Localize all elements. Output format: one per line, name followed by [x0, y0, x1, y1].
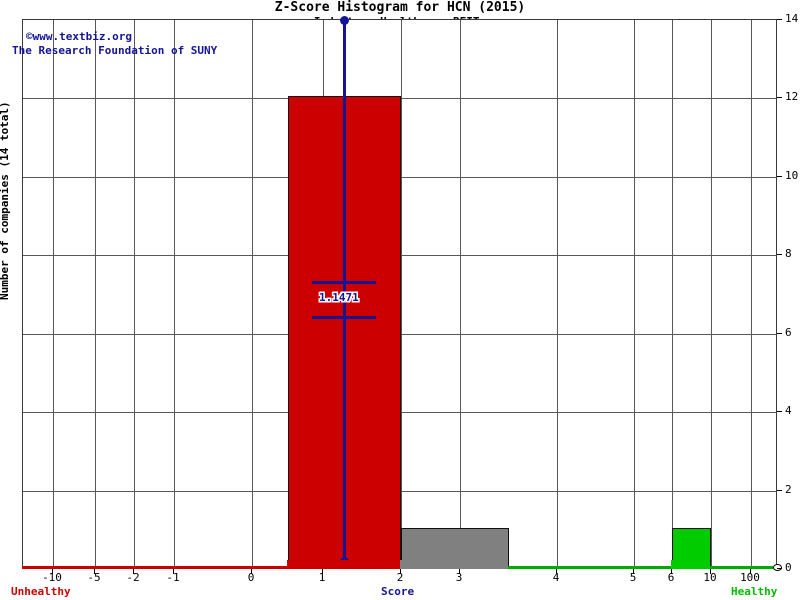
y-axis-tick-mark	[777, 568, 782, 569]
vertical-gridline	[634, 20, 635, 567]
y-axis-tick-label: 8	[785, 247, 792, 261]
whisker-top	[312, 280, 376, 284]
vertical-gridline	[672, 20, 673, 567]
watermark-line-2: The Research Foundation of SUNY	[12, 44, 218, 57]
healthy-label: Healthy	[731, 585, 778, 598]
vertical-gridline	[134, 20, 135, 567]
x-axis-tick-mark	[633, 569, 634, 574]
x-axis-tick-label: 2	[396, 571, 404, 584]
watermark-line-1: ©www.textbiz.org	[26, 30, 132, 43]
axis-strip-unhealthy-thick	[286, 560, 400, 569]
x-axis-tick-label: 3	[455, 571, 463, 584]
x-axis-tick-label: 10	[703, 571, 717, 584]
whisker-bottom	[312, 316, 376, 320]
x-axis-tick-mark	[251, 569, 252, 574]
y-axis-tick-label: 14	[785, 12, 799, 25]
x-axis-tick-mark	[556, 569, 557, 574]
x-axis-tick-label: -1	[166, 571, 180, 584]
vertical-gridline	[252, 20, 253, 567]
plot-area: 1.1471	[22, 15, 777, 568]
chart-title: Z-Score Histogram for HCN (2015)	[274, 0, 526, 15]
y-axis-tick-label: 12	[785, 90, 799, 104]
mean-marker-dot-top	[339, 15, 349, 25]
vertical-gridline	[751, 20, 752, 567]
y-axis-tick-label: 0	[785, 561, 792, 574]
vertical-gridline	[174, 20, 175, 567]
vertical-gridline	[460, 20, 461, 567]
mean-marker-line	[343, 20, 346, 562]
x-axis-tick-label: -2	[126, 571, 140, 584]
x-axis-tick-label: 5	[629, 571, 637, 584]
x-axis-tick-mark	[173, 569, 174, 574]
x-axis-tick-label: -5	[87, 571, 101, 584]
x-axis-tick-label: -10	[42, 571, 62, 584]
y-axis-tick-mark	[777, 332, 782, 334]
vertical-gridline	[95, 20, 96, 567]
vertical-gridline	[711, 20, 712, 567]
axis-strip-healthy-thin-left	[507, 566, 671, 569]
y-axis-tick-label: 10	[785, 168, 799, 182]
x-axis-tick-mark	[322, 569, 323, 574]
x-axis-tick-label: 4	[552, 571, 560, 584]
y-axis-tick-mark	[777, 19, 782, 20]
y-axis-tick-mark	[777, 97, 782, 99]
x-axis-tick-label: 0	[247, 571, 255, 584]
y-axis-tick-mark	[777, 254, 782, 256]
axis-strip-unhealthy-thin	[22, 566, 287, 569]
x-axis-tick-mark	[459, 569, 460, 574]
y-axis-tick-label: 6	[785, 325, 792, 339]
y-axis-tick-label: 4	[785, 404, 792, 418]
vertical-gridline	[557, 20, 558, 567]
x-axis-tick-label: 1	[318, 571, 326, 584]
x-axis-tick-mark	[671, 569, 672, 574]
x-axis-tick-label: 6	[667, 571, 675, 584]
x-axis-tick-mark	[52, 569, 53, 574]
unhealthy-label: Unhealthy	[11, 585, 71, 598]
mean-value-label: 1.1471	[319, 291, 359, 305]
vertical-gridline	[401, 20, 402, 567]
axis-strip-healthy-thick	[671, 560, 710, 569]
x-axis-tick-mark	[133, 569, 134, 574]
x-axis-tick-mark	[750, 569, 751, 574]
axis-infinity-marker	[773, 564, 782, 571]
y-axis-tick-label: 2	[785, 482, 792, 496]
y-axis-label: Number of companies (14 total)	[0, 101, 11, 300]
y-axis-tick-mark	[777, 411, 782, 413]
y-axis-tick-mark	[777, 175, 782, 177]
axis-strip-grey	[400, 560, 508, 569]
axis-strip-healthy-thin-right	[710, 566, 773, 569]
x-axis-tick-mark	[710, 569, 711, 574]
vertical-gridline	[53, 20, 54, 567]
x-axis-tick-mark	[94, 569, 95, 574]
y-axis-tick-mark	[777, 489, 782, 491]
x-axis-tick-label: 100	[740, 571, 760, 584]
x-axis-tick-mark	[400, 569, 401, 574]
x-axis-label: Score	[381, 585, 415, 598]
